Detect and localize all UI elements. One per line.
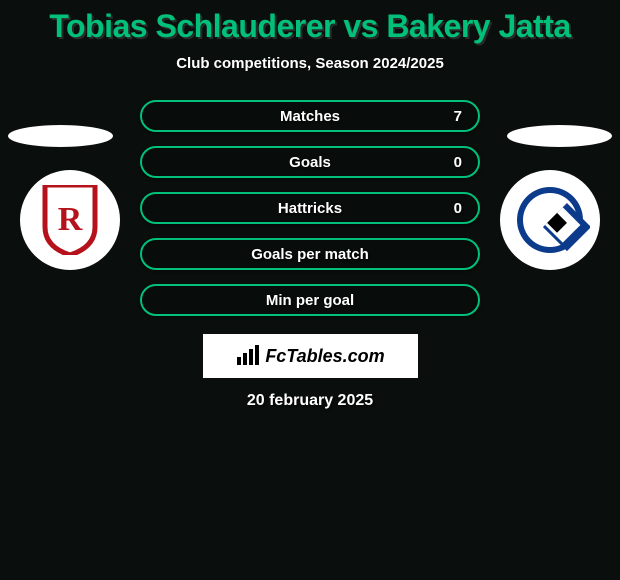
bar-chart-icon xyxy=(235,345,261,367)
stat-value-right: 0 xyxy=(454,200,462,217)
team2-crest xyxy=(500,170,600,270)
stat-label: Matches xyxy=(280,108,340,125)
page-title: Tobias Schlauderer vs Bakery Jatta xyxy=(0,0,620,45)
subtitle: Club competitions, Season 2024/2025 xyxy=(0,55,620,72)
vs-text: vs xyxy=(343,8,378,44)
ellipse-right xyxy=(507,125,612,147)
stat-label: Min per goal xyxy=(266,292,354,309)
player1-name: Tobias Schlauderer xyxy=(49,8,335,44)
team1-crest: R xyxy=(20,170,120,270)
stat-label: Hattricks xyxy=(278,200,342,217)
stat-row-goals-per-match: Goals per match xyxy=(140,238,480,270)
hamburg-logo-icon xyxy=(510,180,590,260)
stat-label: Goals xyxy=(289,154,331,171)
regensburg-logo-icon: R xyxy=(40,185,100,255)
brand-text: FcTables.com xyxy=(265,346,384,367)
brand-box: FcTables.com xyxy=(203,334,418,378)
player2-name: Bakery Jatta xyxy=(386,8,570,44)
svg-text:R: R xyxy=(58,201,83,238)
stat-label: Goals per match xyxy=(251,246,369,263)
date-text: 20 february 2025 xyxy=(0,392,620,410)
stat-value-right: 0 xyxy=(454,154,462,171)
stat-row-goals: Goals 0 xyxy=(140,146,480,178)
stat-row-min-per-goal: Min per goal xyxy=(140,284,480,316)
ellipse-left xyxy=(8,125,113,147)
stat-value-right: 7 xyxy=(454,108,462,125)
stat-row-matches: Matches 7 xyxy=(140,100,480,132)
stat-row-hattricks: Hattricks 0 xyxy=(140,192,480,224)
